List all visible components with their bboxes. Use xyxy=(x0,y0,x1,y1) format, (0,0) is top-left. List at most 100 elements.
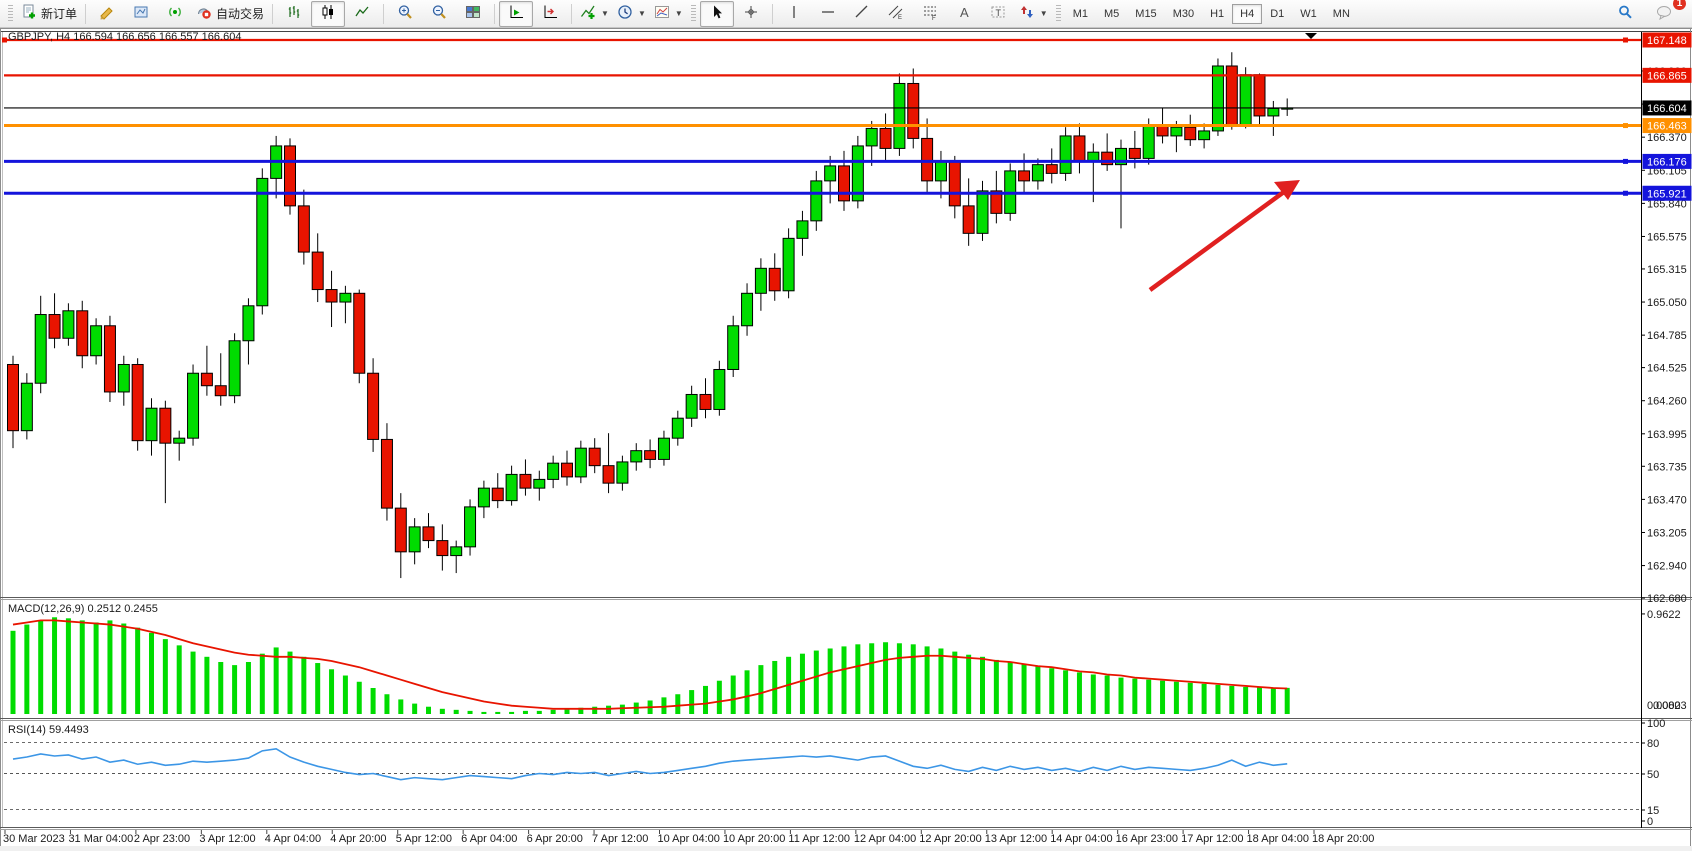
bar-chart-button[interactable] xyxy=(277,1,311,27)
svg-text:4 Apr 04:00: 4 Apr 04:00 xyxy=(265,833,321,845)
tile-windows-icon xyxy=(465,4,481,23)
trend-arrow[interactable] xyxy=(1148,180,1300,292)
trendline-tool-button[interactable] xyxy=(845,1,879,27)
svg-text:6 Apr 20:00: 6 Apr 20:00 xyxy=(527,833,583,845)
svg-text:100: 100 xyxy=(1647,718,1665,730)
search-icon xyxy=(1617,4,1633,23)
zoom-in-button[interactable] xyxy=(388,1,422,27)
svg-text:80: 80 xyxy=(1647,738,1659,750)
line-chart-button[interactable] xyxy=(345,1,379,27)
macd-axis: 0.9622 0.0000 0.0823 xyxy=(1641,609,1687,712)
profile-chart-icon xyxy=(133,4,149,23)
separator xyxy=(494,3,496,24)
crosshair-icon xyxy=(743,4,759,23)
macd-value-signal: 0.2455 xyxy=(124,603,158,615)
rsi-levels xyxy=(4,742,1641,810)
svg-text:A: A xyxy=(960,5,969,20)
timeframe-m15[interactable]: M15 xyxy=(1135,7,1157,20)
clock-icon xyxy=(617,4,633,23)
indicators-button[interactable]: ▼ xyxy=(576,1,613,27)
line-anchor-handle[interactable] xyxy=(2,37,7,43)
templates-button[interactable]: ▼ xyxy=(650,1,687,27)
timeframe-mn[interactable]: MN xyxy=(1332,7,1350,20)
toolbar-grip xyxy=(1055,4,1061,23)
svg-text:163.470: 163.470 xyxy=(1647,494,1687,506)
search-button[interactable] xyxy=(1608,1,1642,27)
svg-text:166.370: 166.370 xyxy=(1647,132,1687,144)
auto-scroll-button[interactable] xyxy=(499,0,534,27)
signals-button[interactable] xyxy=(158,1,192,27)
svg-text:164.260: 164.260 xyxy=(1647,396,1687,408)
window-bottom-strip xyxy=(0,846,1692,851)
timeframe-h1[interactable]: H1 xyxy=(1210,7,1225,20)
dropdown-caret-icon: ▼ xyxy=(637,9,646,18)
zoom-out-button[interactable] xyxy=(422,1,456,27)
text-tool-button[interactable]: A xyxy=(947,1,981,27)
pane-separator[interactable] xyxy=(0,597,1692,600)
svg-text:10 Apr 20:00: 10 Apr 20:00 xyxy=(723,833,785,845)
signal-icon xyxy=(167,4,183,23)
dropdown-caret-icon: ▼ xyxy=(601,9,609,18)
toolbar-grip xyxy=(690,4,696,23)
text-label-tool-button[interactable]: T xyxy=(981,1,1015,27)
template-icon xyxy=(654,4,670,23)
crosshair-style-button[interactable] xyxy=(90,1,124,27)
svg-text:18 Apr 20:00: 18 Apr 20:00 xyxy=(1312,833,1374,845)
svg-text:165.575: 165.575 xyxy=(1647,231,1687,243)
timeframe-m5[interactable]: M5 xyxy=(1104,7,1120,20)
horizontal-line-tool-button[interactable] xyxy=(811,1,845,27)
pane-separator[interactable] xyxy=(0,827,1692,830)
zoom-out-icon xyxy=(431,4,447,23)
price-axis-ticks: 166.900166.635166.370166.105165.840165.5… xyxy=(1641,66,1687,605)
timeframe-d1[interactable]: D1 xyxy=(1270,7,1285,20)
cursor-tool-button[interactable] xyxy=(699,0,734,27)
horizontal-line-166.176[interactable] xyxy=(4,158,1641,164)
arrows-tool-button[interactable]: ▼ xyxy=(1015,1,1052,27)
fibonacci-tool-button[interactable]: F xyxy=(913,1,947,27)
svg-text:5 Apr 12:00: 5 Apr 12:00 xyxy=(396,833,452,845)
scroll-end-marker-icon[interactable] xyxy=(1305,33,1317,39)
auto-trading-button[interactable]: 自动交易 xyxy=(192,1,268,27)
macd-histogram xyxy=(10,617,1290,714)
horizontal-line-167.148[interactable] xyxy=(4,37,1641,43)
svg-text:164.525: 164.525 xyxy=(1647,363,1687,375)
notifications-button[interactable]: 1 xyxy=(1648,0,1686,27)
horizontal-line-icon xyxy=(820,4,836,23)
periods-button[interactable]: ▼ xyxy=(613,1,650,27)
timeframe-w1[interactable]: W1 xyxy=(1300,7,1317,20)
horizontal-line-166.463[interactable] xyxy=(4,123,1641,129)
tile-windows-button[interactable] xyxy=(456,1,490,27)
vertical-line-icon xyxy=(786,4,802,23)
cursor-icon xyxy=(709,4,725,23)
new-order-button[interactable]: 新订单 xyxy=(17,1,81,27)
price-label-167.148: 167.148 xyxy=(1642,32,1692,48)
chart-canvas[interactable]: 166.900166.635166.370166.105165.840165.5… xyxy=(0,28,1692,851)
svg-text:166.604: 166.604 xyxy=(1647,103,1687,115)
profile-button[interactable] xyxy=(124,1,158,27)
svg-text:165.840: 165.840 xyxy=(1647,198,1687,210)
crosshair-tool-button[interactable] xyxy=(734,1,768,27)
timeframe-m30[interactable]: M30 xyxy=(1172,7,1195,20)
svg-text:6 Apr 04:00: 6 Apr 04:00 xyxy=(461,833,517,845)
rsi-pane[interactable] xyxy=(4,721,1641,827)
channel-tool-button[interactable]: E xyxy=(879,1,913,27)
crayon-icon xyxy=(99,4,115,23)
vertical-line-tool-button[interactable] xyxy=(777,1,811,27)
timeframe-h4[interactable]: H4 xyxy=(1232,3,1263,24)
separator xyxy=(272,3,274,24)
svg-text:14 Apr 04:00: 14 Apr 04:00 xyxy=(1050,833,1112,845)
pane-separator[interactable] xyxy=(0,718,1692,721)
svg-text:F: F xyxy=(932,16,936,20)
timeframe-m1[interactable]: M1 xyxy=(1072,7,1088,20)
svg-text:31 Mar 04:00: 31 Mar 04:00 xyxy=(68,833,133,845)
svg-text:0: 0 xyxy=(1647,816,1653,828)
chart-shift-button[interactable] xyxy=(533,1,567,27)
horizontal-line-165.921[interactable] xyxy=(4,190,1641,196)
svg-text:163.205: 163.205 xyxy=(1647,527,1687,539)
price-label-166.463: 166.463 xyxy=(1642,118,1692,134)
chart-shift-icon xyxy=(542,4,558,23)
time-axis[interactable]: 30 Mar 2023 31 Mar 04:00 2 Apr 23:00 3 Apr … xyxy=(3,830,1374,845)
candlestick-chart-button[interactable] xyxy=(311,0,346,27)
svg-text:16 Apr 23:00: 16 Apr 23:00 xyxy=(1116,833,1178,845)
svg-text:165.921: 165.921 xyxy=(1647,188,1687,200)
